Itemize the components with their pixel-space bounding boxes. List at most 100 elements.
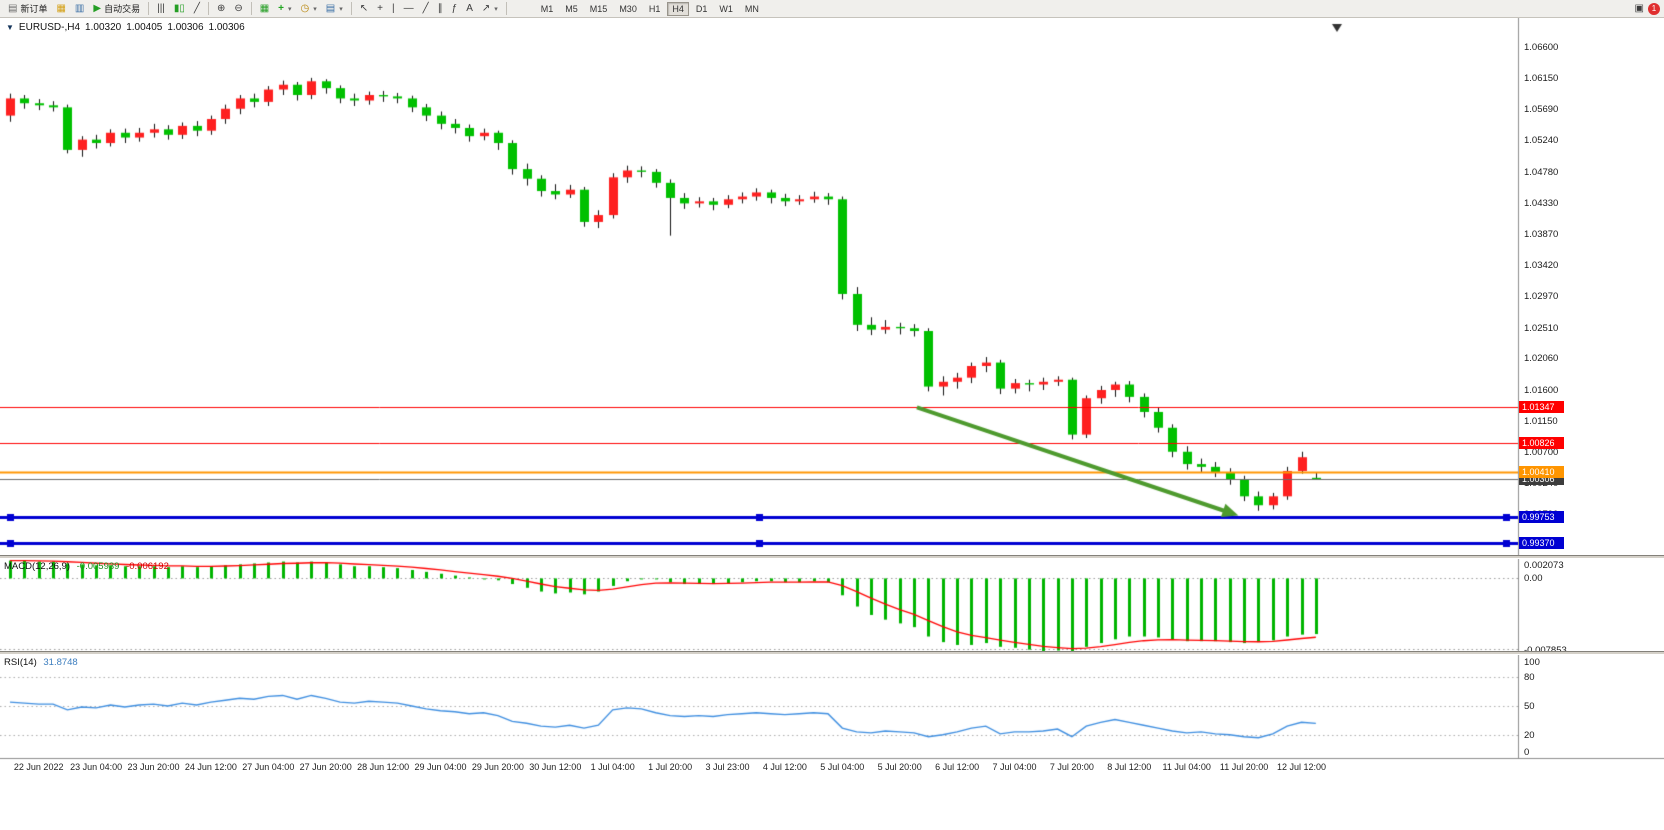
new-order-button[interactable]: ▤ 新订单 [4, 1, 51, 16]
ohlc-open: 1.00320 [85, 22, 122, 33]
price-tag: 1.00826 [1519, 437, 1564, 450]
candlestick-chart-icon: ▮▯ [173, 3, 185, 14]
price-axis-label: 1.04330 [1524, 197, 1559, 209]
line-chart-icon: ╱ [193, 3, 200, 14]
zoom-out-button[interactable]: ⊖ [230, 1, 246, 16]
templates-button[interactable]: ▤ ▾ [322, 1, 347, 16]
market-watch-button[interactable]: ▦ [52, 1, 69, 16]
ohlc-low: 1.00306 [167, 22, 204, 33]
chevron-down-icon: ▾ [339, 5, 343, 13]
time-axis-label: 29 Jun 04:00 [414, 762, 467, 772]
ohlc-close: 1.00306 [208, 22, 245, 33]
price-axis-label: 1.03870 [1524, 229, 1559, 241]
new-order-label: 新订单 [20, 4, 48, 14]
trendline-button[interactable]: ╱ [419, 1, 433, 16]
price-axis-label: 1.01150 [1524, 415, 1558, 427]
price-axis-label: 1.03420 [1524, 260, 1559, 272]
macd-signal-value: -0.006192 [126, 561, 169, 572]
periods-button[interactable]: ◷ ▾ [297, 1, 321, 16]
channel-button[interactable]: ∥ [434, 1, 447, 16]
autotrading-button[interactable]: ▶ 自动交易 [89, 1, 144, 16]
crosshair-button[interactable]: + [373, 1, 387, 16]
chart-symbol-label: EURUSD-,H4 [18, 22, 81, 33]
time-axis-label: 1 Jul 20:00 [648, 762, 693, 772]
vertical-line-icon: | [391, 3, 395, 14]
time-axis-label: 23 Jun 04:00 [70, 762, 123, 772]
arrows-tool-button[interactable]: ↗ ▾ [478, 1, 502, 16]
price-chart-canvas[interactable] [0, 18, 1664, 830]
rsi-axis-label: 20 [1524, 729, 1535, 741]
price-tag: 1.01347 [1519, 401, 1564, 414]
timeframe-button-m1[interactable]: M1 [540, 3, 554, 14]
new-order-icon: ▤ [8, 3, 18, 14]
indicators-button[interactable]: + ▾ [274, 1, 295, 16]
timeframe-button-h4[interactable]: H4 [667, 1, 689, 16]
toolbar: ▤ 新订单 ▦ ▥ ▶ 自动交易 ||| ▮▯ ╱ ⊕ ⊖ ▦ + ▾ ◷ ▾ … [0, 0, 1664, 18]
timeframe-button-mn[interactable]: MN [744, 3, 759, 14]
price-axis-label: 1.06150 [1524, 72, 1559, 84]
clock-icon: ◷ [300, 3, 310, 14]
time-axis-label: 12 Jul 12:00 [1276, 762, 1327, 772]
horizontal-line-icon: — [403, 3, 414, 14]
channel-icon: ∥ [437, 3, 443, 14]
zoom-out-icon: ⊖ [234, 3, 243, 14]
timeframe-button-m30[interactable]: M30 [619, 3, 637, 14]
rsi-name: RSI(14) [4, 657, 37, 668]
cursor-button[interactable]: ↖ [356, 1, 372, 16]
terminal-button[interactable]: ▥ [71, 1, 88, 16]
rsi-axis-label: 0 [1524, 747, 1530, 758]
rsi-indicator-label: RSI(14) 31.8748 [4, 657, 82, 668]
timeframe-button-h1[interactable]: H1 [648, 3, 661, 14]
price-axis-label: 1.05240 [1524, 135, 1559, 147]
notification-badge[interactable]: 1 [1648, 2, 1660, 15]
rsi-axis-label: 80 [1524, 672, 1535, 684]
time-axis-label: 30 Jun 12:00 [529, 762, 582, 772]
chart-window: ▼ EURUSD-,H4 1.00320 1.00405 1.00306 1.0… [0, 18, 1664, 830]
price-axis-label: 1.01600 [1524, 385, 1559, 396]
macd-indicator-label: MACD(12,26,9) -0.005939 -0.006192 [4, 561, 173, 572]
time-axis-label: 23 Jun 20:00 [127, 762, 180, 772]
time-axis-label: 3 Jul 23:00 [705, 762, 750, 772]
timeframe-button-m15[interactable]: M15 [589, 3, 608, 14]
vertical-line-button[interactable]: | [388, 1, 399, 16]
arrow-tool-icon: ↗ [481, 3, 491, 14]
line-chart-button[interactable]: ╱ [190, 1, 204, 16]
price-tag: 0.99370 [1519, 536, 1564, 549]
rsi-axis-label: 50 [1524, 701, 1535, 712]
one-click-trading-collapse-icon[interactable]: ▼ [6, 23, 14, 32]
rsi-axis-label: 100 [1524, 657, 1540, 668]
rsi-value: 31.8748 [43, 657, 78, 668]
autotrading-label: 自动交易 [104, 4, 141, 14]
timeframe-button-w1[interactable]: W1 [719, 3, 733, 14]
macd-axis-label: -0.007853 [1524, 645, 1567, 656]
price-tag: 0.99753 [1519, 510, 1564, 523]
price-axis-label: 1.02060 [1524, 353, 1559, 365]
timeframe-button-d1[interactable]: D1 [695, 3, 708, 14]
chart-window-icon[interactable]: ▣ [1634, 3, 1644, 14]
macd-axis-label: 0.00 [1524, 573, 1543, 585]
macd-name: MACD(12,26,9) [4, 561, 70, 572]
zoom-in-button[interactable]: ⊕ [213, 1, 229, 16]
candlestick-chart-button[interactable]: ▮▯ [170, 1, 189, 16]
text-tool-button[interactable]: A [462, 1, 477, 16]
terminal-icon: ▥ [74, 3, 85, 14]
time-axis-label: 27 Jun 04:00 [242, 762, 295, 772]
timeframe-button-m5[interactable]: M5 [565, 3, 578, 14]
price-axis-label: 1.05690 [1524, 104, 1559, 116]
chevron-down-icon: ▾ [288, 5, 292, 13]
price-tag: 1.00410 [1519, 465, 1564, 478]
price-axis-label: 1.02510 [1524, 322, 1559, 334]
tile-windows-button[interactable]: ▦ [256, 1, 273, 16]
chart-title: ▼ EURUSD-,H4 1.00320 1.00405 1.00306 1.0… [6, 22, 250, 33]
time-axis-label: 5 Jul 20:00 [877, 762, 922, 772]
bar-chart-button[interactable]: ||| [153, 1, 169, 16]
fibonacci-button[interactable]: ƒ [448, 1, 462, 16]
time-axis-label: 29 Jun 20:00 [471, 762, 524, 772]
zoom-in-icon: ⊕ [216, 3, 226, 14]
panel-divider[interactable] [0, 555, 1664, 559]
panel-divider[interactable] [0, 651, 1664, 655]
chevron-down-icon: ▾ [313, 5, 317, 13]
horizontal-line-button[interactable]: — [400, 1, 418, 16]
crosshair-icon: + [377, 3, 383, 14]
bar-chart-icon: ||| [157, 3, 165, 14]
